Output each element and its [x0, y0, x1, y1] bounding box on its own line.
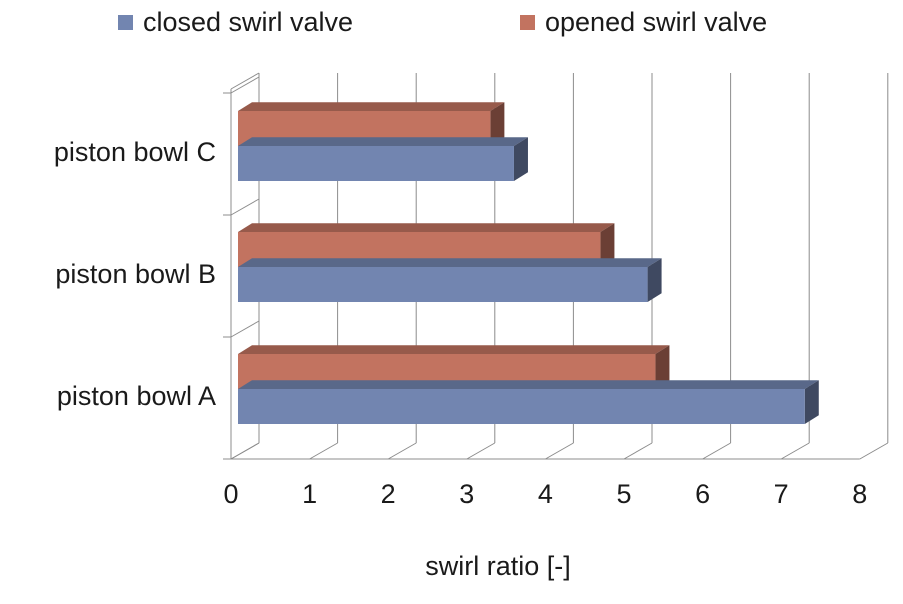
- x-tick-label-6: 6: [695, 479, 710, 509]
- x-tick-label-7: 7: [774, 479, 789, 509]
- bar-closed-a-top: [238, 380, 819, 389]
- category-label-c: piston bowl C: [54, 137, 216, 167]
- floor-gridline-8: [859, 442, 889, 460]
- floor-gridline-2: [387, 442, 417, 460]
- bar-opened-a-side: [655, 345, 670, 389]
- x-tick-label-1: 1: [302, 479, 317, 509]
- left-wall-divider-1: [230, 320, 260, 338]
- bar-opened-c-side: [490, 102, 505, 146]
- x-tick-label-3: 3: [459, 479, 474, 509]
- bar-opened-b-top: [238, 223, 615, 232]
- bar-closed-b-top: [238, 258, 662, 267]
- x-tick-label-8: 8: [852, 479, 867, 509]
- x-tick-label-4: 4: [538, 479, 553, 509]
- bar-closed-c-side: [513, 137, 528, 181]
- x-tick-label-5: 5: [616, 479, 631, 509]
- x-axis-title: swirl ratio [-]: [425, 551, 571, 581]
- floor-gridline-4: [545, 442, 574, 460]
- category-labels: piston bowl A piston bowl B piston bowl …: [54, 137, 216, 411]
- bar-opened-a-top: [238, 345, 670, 354]
- bar-closed-a: [238, 389, 805, 424]
- bar-opened-c-top: [238, 102, 505, 111]
- floor-gridline-7: [780, 442, 810, 460]
- floor-gridline-6: [702, 442, 731, 460]
- x-tick-label-0: 0: [223, 479, 238, 509]
- x-tick-labels: 0 1 2 3 4 5 6 7 8: [223, 479, 867, 509]
- bar-closed-c-top: [238, 137, 528, 146]
- left-wall-divider-0: [230, 442, 260, 460]
- x-tick-label-2: 2: [381, 479, 396, 509]
- bar-opened-b-side: [600, 223, 615, 267]
- legend-label-closed: closed swirl valve: [143, 7, 353, 37]
- category-label-a: piston bowl A: [57, 381, 216, 411]
- bar-closed-a-side: [804, 380, 819, 424]
- bar-closed-b: [238, 267, 648, 302]
- left-wall-divider-2: [230, 198, 260, 216]
- legend-swatch-opened: [520, 15, 535, 30]
- left-wall-top-edge: [230, 72, 260, 90]
- floor-gridline-1: [309, 442, 338, 460]
- bar-closed-c: [238, 146, 514, 181]
- bar-closed-b-side: [647, 258, 662, 302]
- legend: closed swirl valve opened swirl valve: [118, 7, 767, 37]
- legend-label-opened: opened swirl valve: [545, 7, 767, 37]
- floor-gridline-5: [623, 442, 653, 460]
- bars: [238, 102, 819, 424]
- legend-swatch-closed: [118, 15, 133, 30]
- floor-gridline-3: [466, 442, 496, 460]
- left-wall-divider-3: [230, 76, 260, 94]
- category-label-b: piston bowl B: [55, 259, 216, 289]
